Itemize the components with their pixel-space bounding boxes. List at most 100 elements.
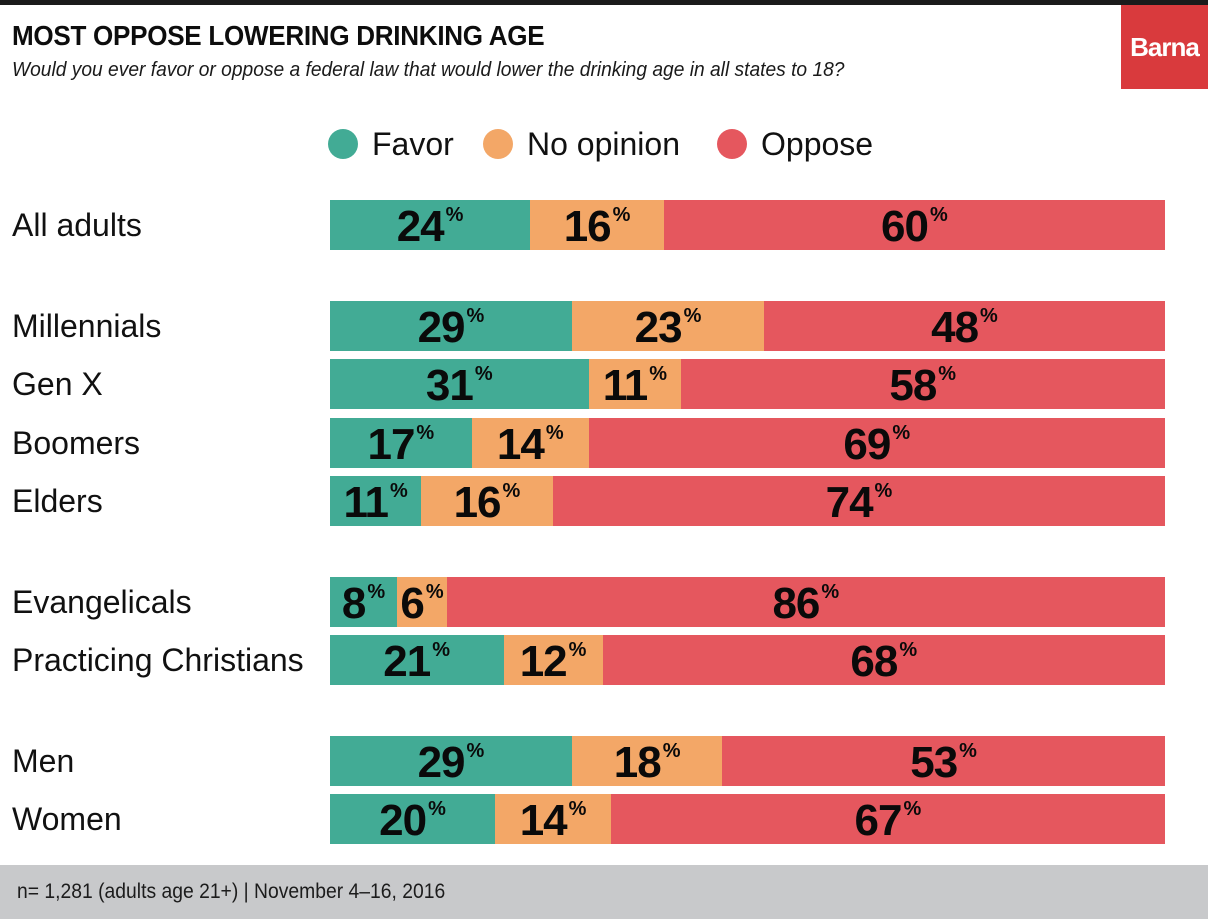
data-label-percent-sign: % [466,305,485,327]
row-label-women: Women [12,801,122,837]
data-label-favor-women: 20% [379,794,446,845]
bar-segment-oppose-men [722,736,1165,786]
top-rule [0,0,1208,5]
chart-title: MOST OPPOSE LOWERING DRINKING AGE [12,20,545,51]
data-label-favor-practicing-christians: 21% [383,635,451,686]
legend-label-no-opinion: No opinion [527,125,680,162]
data-label-value: 58 [889,361,937,410]
data-label-value: 23 [634,303,683,352]
data-label-value: 67 [854,796,903,845]
bar-segment-favor-women [330,794,496,844]
bar-segment-favor-practicing-christians [330,635,504,685]
bar-segment-favor-millennials [330,301,573,351]
data-label-no-opinion-boomers: 14% [496,418,564,469]
row-label-evangelicals: Evangelicals [12,584,192,620]
data-label-value: 60 [881,202,929,251]
data-label-value: 29 [417,738,466,787]
data-label-value: 6 [400,579,425,628]
bar-practicing-christians: 21% 12% 68% [330,635,1165,686]
bar-segment-no-opinion-evangelicals [396,577,447,627]
data-label-no-opinion-all-adults: 16% [563,200,631,251]
chart-subtitle: Would you ever favor or oppose a federal… [12,59,845,81]
data-label-value: 24 [396,202,445,251]
bar-segment-oppose-elders [553,476,1165,526]
data-label-value: 20 [379,796,427,845]
data-label-oppose-elders: 74% [825,476,893,527]
data-label-value: 16 [453,478,502,527]
data-label-percent-sign: % [428,798,446,820]
data-label-percent-sign: % [980,305,998,327]
data-label-oppose-millennials: 48% [931,301,998,352]
bar-segment-oppose-women [611,794,1165,844]
data-label-value: 86 [772,579,820,628]
data-label-percent-sign: % [662,740,681,762]
row-label-men: Men [12,743,75,779]
data-label-value: 69 [843,420,891,469]
data-label-percent-sign: % [892,422,911,444]
bar-elders: 11% 16% 74% [330,476,1165,527]
footer: n= 1,281 (adults age 21+) | November 4–1… [0,865,1208,919]
data-label-oppose-all-adults: 60% [881,200,948,251]
data-label-percent-sign: % [416,422,435,444]
data-label-percent-sign: % [545,422,564,444]
data-label-percent-sign: % [432,639,451,661]
bar-segment-favor-men [330,736,573,786]
data-label-percent-sign: % [649,363,668,385]
bar-men: 29% 18% 53% [330,736,1165,787]
data-label-value: 11 [343,478,389,527]
data-label-favor-gen-x: 31% [425,359,493,410]
data-label-percent-sign: % [612,204,631,226]
data-label-value: 74 [825,478,874,527]
data-label-favor-all-adults: 24% [396,200,464,251]
data-label-value: 31 [425,361,474,410]
bar-boomers: 17% 14% 69% [330,418,1165,469]
legend-dot-oppose-icon [717,129,747,159]
data-label-value: 16 [563,202,612,251]
bar-women: 20% 14% 67% [330,794,1165,845]
row-label-millennials: Millennials [12,308,162,344]
row-label-boomers: Boomers [12,425,141,461]
legend-dot-no-opinion-icon [483,129,513,159]
bar-segment-no-opinion-millennials [572,301,765,351]
bar-segment-oppose-boomers [588,418,1165,468]
data-label-percent-sign: % [899,639,918,661]
bar-segment-favor-elders [330,476,421,526]
barna-logo: Barna [1121,5,1208,89]
bar-segment-no-opinion-all-adults [530,200,664,250]
data-label-value: 29 [417,303,466,352]
data-label-value: 68 [850,637,898,686]
data-label-no-opinion-gen-x: 11% [603,359,668,410]
data-label-no-opinion-elders: 16% [453,476,521,527]
data-label-no-opinion-millennials: 23% [634,301,702,352]
data-label-oppose-practicing-christians: 68% [850,635,918,686]
data-label-percent-sign: % [568,798,587,820]
data-label-percent-sign: % [959,740,977,762]
data-label-value: 8 [341,579,367,628]
data-label-no-opinion-men: 18% [613,736,681,787]
bar-segment-favor-boomers [330,418,472,468]
data-label-value: 14 [496,420,545,469]
data-label-oppose-evangelicals: 86% [772,577,839,628]
row-label-elders: Elders [12,483,103,519]
row-label-practicing-christians: Practicing Christians [12,642,304,678]
footer-note: n= 1,281 (adults age 21+) | November 4–1… [17,880,446,903]
data-label-oppose-gen-x: 58% [889,359,957,410]
bar-millennials: 29% 23% 48% [330,301,1165,352]
bar-segment-no-opinion-gen-x [588,359,681,409]
data-label-value: 14 [519,796,568,845]
data-label-value: 18 [613,738,662,787]
legend: Favor No opinion Oppose [0,122,1208,166]
bar-segment-no-opinion-men [572,736,723,786]
data-label-percent-sign: % [938,363,957,385]
bar-all-adults: 24% 16% 60% [330,200,1165,251]
data-label-value: 12 [519,637,568,686]
data-label-favor-millennials: 29% [417,301,485,352]
data-label-percent-sign: % [929,204,948,226]
data-label-percent-sign: % [683,305,702,327]
data-label-favor-evangelicals: 8% [341,577,385,628]
data-label-no-opinion-practicing-christians: 12% [519,635,587,686]
bar-segment-no-opinion-boomers [471,418,589,468]
data-label-percent-sign: % [445,204,464,226]
bar-segment-no-opinion-elders [420,476,554,526]
bar-segment-oppose-all-adults [664,200,1165,250]
